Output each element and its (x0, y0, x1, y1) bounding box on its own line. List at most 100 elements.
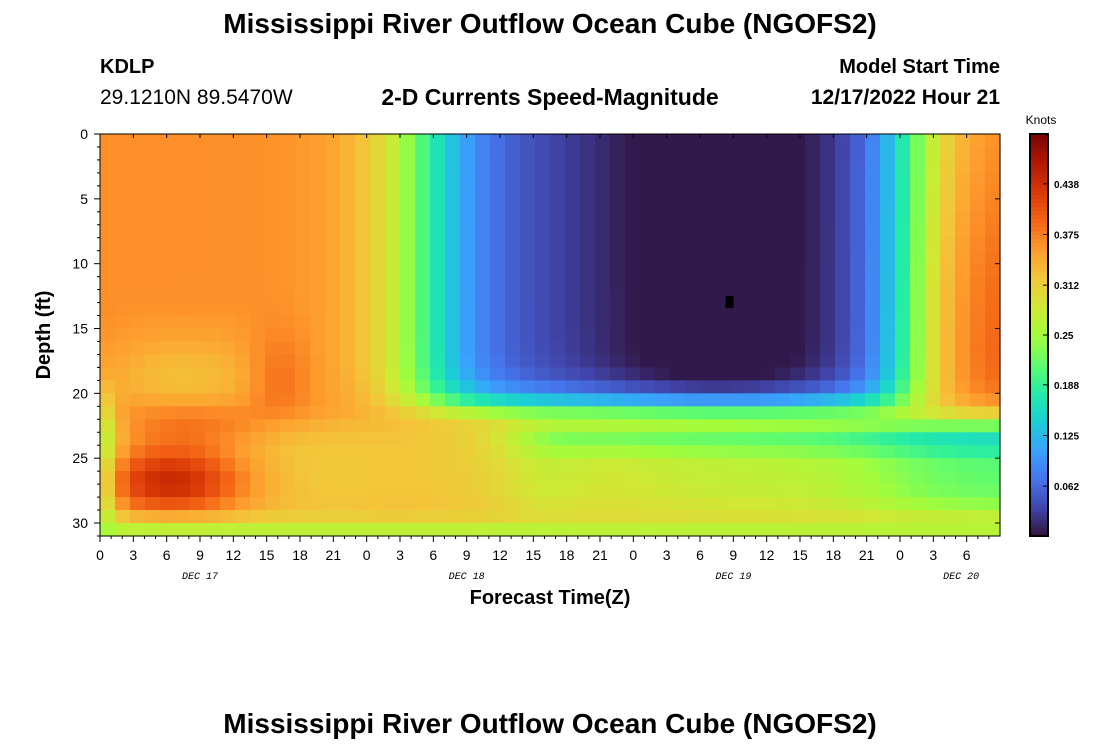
heatmap-cell (400, 134, 416, 148)
heatmap-cell (655, 328, 671, 343)
heatmap-cell (370, 406, 386, 420)
heatmap-cell (565, 289, 581, 304)
heatmap-cell (295, 328, 311, 343)
heatmap-cell (355, 263, 371, 278)
heatmap-cell (310, 185, 326, 200)
heatmap-cell (145, 354, 161, 369)
heatmap-cell (925, 159, 941, 174)
heatmap-cell (640, 458, 656, 472)
heatmap-cell (850, 458, 866, 472)
heatmap-cell (985, 484, 1001, 498)
x-tick-label: 9 (196, 547, 204, 563)
heatmap-cell (250, 380, 266, 394)
colorbar-swatch (1030, 262, 1048, 268)
heatmap-cell (115, 354, 131, 369)
heatmap-cell (535, 432, 551, 446)
heatmap-cell (700, 211, 716, 226)
heatmap-cell (100, 237, 116, 252)
heatmap-cell (115, 224, 131, 239)
colorbar-swatch (1030, 395, 1048, 400)
heatmap-cell (265, 276, 281, 291)
heatmap-cell (955, 237, 971, 252)
heatmap-cell (640, 328, 656, 343)
heatmap-cell (205, 510, 221, 524)
heatmap-cell (910, 315, 926, 330)
colorbar-swatch (1030, 202, 1048, 207)
heatmap-cell (865, 419, 881, 433)
heatmap-cell (820, 510, 836, 524)
heatmap-cell (835, 315, 851, 330)
heatmap-cell (850, 224, 866, 239)
heatmap-cell (520, 302, 536, 317)
heatmap-cell (340, 211, 356, 226)
heatmap-cell (730, 393, 746, 407)
heatmap-cell (460, 198, 476, 213)
heatmap-cell (205, 263, 221, 278)
heatmap-cell (190, 146, 206, 161)
heatmap-cell (880, 250, 896, 265)
heatmap-cell (550, 159, 566, 174)
heatmap-cell (595, 341, 611, 356)
heatmap-cell (355, 354, 371, 369)
heatmap-cell (760, 432, 776, 446)
heatmap-cell (595, 458, 611, 472)
heatmap-cell (505, 445, 521, 459)
heatmap-cell (655, 341, 671, 356)
heatmap-cell (610, 393, 626, 407)
heatmap-cell (235, 354, 251, 369)
heatmap-cell (160, 510, 176, 524)
heatmap-cell (655, 134, 671, 148)
heatmap-cell (790, 185, 806, 200)
heatmap-cell (550, 134, 566, 148)
heatmap-cell (820, 367, 836, 381)
heatmap-cell (775, 211, 791, 226)
heatmap-cell (955, 198, 971, 213)
heatmap-cell (505, 419, 521, 433)
heatmap-cell (805, 393, 821, 407)
heatmap-cell (310, 276, 326, 291)
heatmap-cell (325, 276, 341, 291)
heatmap-cell (805, 406, 821, 420)
heatmap-cell (355, 419, 371, 433)
heatmap-cell (940, 380, 956, 394)
heatmap-cell (310, 406, 326, 420)
heatmap-cell (895, 198, 911, 213)
heatmap-cell (265, 445, 281, 459)
heatmap-cell (655, 432, 671, 446)
heatmap-cell (985, 134, 1001, 148)
heatmap-cell (280, 432, 296, 446)
heatmap-cell (910, 263, 926, 278)
heatmap-cell (250, 224, 266, 239)
heatmap-cell (580, 354, 596, 369)
heatmap-cell (160, 276, 176, 291)
heatmap-cell (280, 185, 296, 200)
heatmap-cell (190, 419, 206, 433)
heatmap-cell (520, 458, 536, 472)
heatmap-cell (775, 354, 791, 369)
heatmap-cell (340, 315, 356, 330)
heatmap-cell (745, 250, 761, 265)
heatmap-cell (835, 159, 851, 174)
heatmap-cell (715, 146, 731, 161)
heatmap-cell (190, 185, 206, 200)
heatmap-cell (925, 289, 941, 304)
heatmap-cell (685, 211, 701, 226)
heatmap-cell (400, 367, 416, 381)
heatmap-cell (115, 250, 131, 265)
heatmap-cell (760, 134, 776, 148)
heatmap-cell (955, 406, 971, 420)
heatmap-cell (385, 471, 401, 485)
heatmap-cell (325, 523, 341, 537)
heatmap-cell (700, 134, 716, 148)
heatmap-cell (820, 471, 836, 485)
heatmap-cell (925, 250, 941, 265)
heatmap-cell (445, 315, 461, 330)
heatmap-cell (415, 146, 431, 161)
heatmap-cell (835, 289, 851, 304)
heatmap-cell (535, 224, 551, 239)
heatmap-cell (775, 445, 791, 459)
heatmap-cell (925, 198, 941, 213)
heatmap-cell (700, 471, 716, 485)
heatmap-cell (400, 159, 416, 174)
heatmap-cell (415, 315, 431, 330)
